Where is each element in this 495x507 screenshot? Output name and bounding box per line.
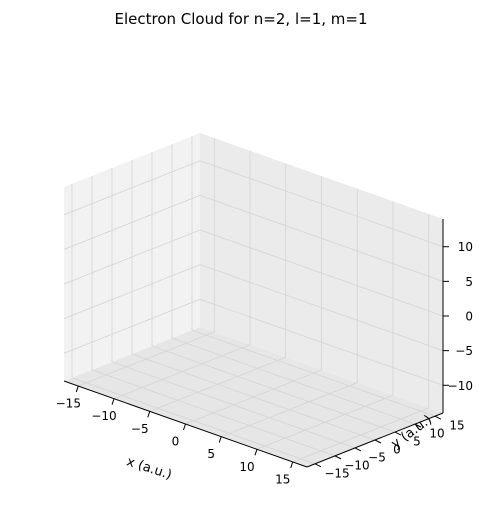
grid-line bbox=[199, 298, 444, 386]
grid-line bbox=[151, 345, 396, 433]
grid-line bbox=[91, 369, 336, 457]
grid-line bbox=[71, 377, 316, 465]
grid-line bbox=[199, 160, 444, 248]
grid-lines bbox=[63, 136, 444, 465]
axes-panes bbox=[64, 133, 443, 467]
chart-title: Electron Cloud for n=2, l=1, m=1 bbox=[115, 10, 368, 28]
grid-line bbox=[63, 264, 201, 320]
grid-line bbox=[111, 361, 356, 449]
grid-line bbox=[199, 229, 444, 317]
grid-line bbox=[199, 194, 444, 282]
grid-line bbox=[191, 329, 436, 417]
grid-line bbox=[171, 337, 416, 425]
grid-line bbox=[199, 264, 444, 352]
grid-line bbox=[63, 194, 201, 250]
grid-line bbox=[63, 160, 201, 216]
grid-line bbox=[131, 353, 376, 441]
grid-line bbox=[63, 298, 201, 354]
grid-line bbox=[63, 229, 201, 285]
